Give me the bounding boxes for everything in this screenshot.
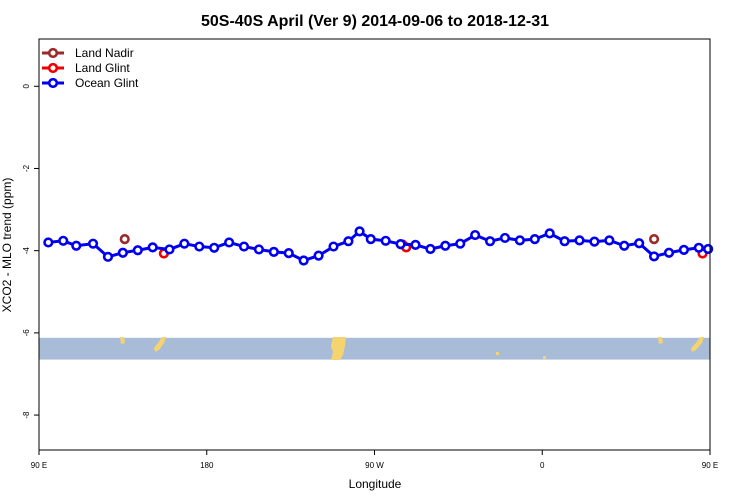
data-point: [343, 236, 354, 247]
data-point: [283, 248, 294, 259]
data-point: [634, 238, 645, 249]
data-point: [87, 238, 99, 249]
x-tick-label: 90 E: [702, 461, 718, 470]
x-tick-label: 0: [540, 461, 545, 470]
legend-label: Ocean Glint: [75, 76, 139, 90]
data-point: [574, 235, 585, 246]
legend-item: Land Nadir: [42, 46, 134, 60]
data-point: [410, 239, 421, 251]
data-point: [365, 234, 376, 245]
axis-ticks: 90 E 180 90 W 0 90 E 0 -2 -4 -6 -8: [22, 83, 718, 470]
legend-label: Land Glint: [75, 61, 130, 75]
data-point: [313, 250, 324, 261]
data-point: [268, 246, 279, 257]
land-shape: [331, 337, 346, 360]
data-point: [455, 238, 466, 249]
data-point: [514, 235, 525, 246]
data-point: [102, 251, 114, 262]
y-tick-label: -6: [22, 329, 31, 337]
data-point: [179, 238, 190, 249]
data-point: [194, 241, 205, 252]
data-point: [43, 237, 54, 248]
data-point: [380, 235, 391, 246]
x-tick-label: 180: [200, 461, 214, 470]
data-point: [693, 242, 704, 253]
map-band: [39, 337, 710, 360]
ocean-band: [39, 337, 710, 360]
data-point: [678, 244, 690, 255]
y-tick-label: -2: [22, 164, 31, 172]
data-point: [164, 244, 175, 255]
data-point: [298, 255, 309, 266]
data-point: [117, 247, 128, 258]
data-point: [703, 243, 714, 255]
legend-swatch-marker: [47, 47, 59, 59]
y-axis-label: XCO2 - MLO trend (ppm): [0, 178, 14, 313]
series-line: [48, 229, 709, 263]
land-shape: [496, 352, 499, 355]
data-point: [425, 243, 436, 255]
data-point: [499, 232, 511, 244]
data-point: [58, 235, 69, 246]
land-shape: [691, 337, 704, 352]
series-ocean-glint: [43, 226, 714, 266]
data-point: [559, 236, 570, 247]
data-point: [544, 228, 555, 239]
data-point: [648, 251, 660, 262]
legend-item: Ocean Glint: [42, 76, 139, 90]
x-tick-label: 90 W: [365, 461, 384, 470]
series-layer: [43, 226, 714, 266]
data-point: [484, 236, 496, 247]
y-tick-label: -8: [22, 411, 31, 419]
data-point: [354, 226, 365, 237]
legend-swatch-marker: [47, 62, 59, 74]
data-point: [619, 240, 630, 251]
land-shape: [543, 356, 546, 359]
data-point: [119, 234, 130, 245]
data-point: [648, 234, 660, 245]
data-point: [132, 245, 143, 256]
y-tick-label: 0: [22, 83, 31, 88]
legend-item: Land Glint: [42, 61, 130, 75]
data-point: [147, 242, 158, 253]
data-point: [470, 229, 481, 241]
data-point: [663, 247, 675, 258]
data-point: [589, 236, 600, 247]
data-point: [238, 241, 250, 252]
chart-title: 50S-40S April (Ver 9) 2014-09-06 to 2018…: [201, 13, 549, 30]
data-point: [253, 244, 265, 255]
series-land-nadir: [119, 234, 660, 245]
land-shape: [120, 337, 125, 344]
data-point: [529, 234, 540, 245]
land-shape: [658, 337, 663, 344]
y-tick-label: -4: [22, 247, 31, 255]
data-point: [440, 240, 451, 251]
data-point: [209, 242, 220, 253]
land-shape: [154, 337, 166, 352]
data-point: [71, 240, 82, 251]
data-point: [328, 241, 339, 252]
x-tick-label: 90 E: [31, 461, 47, 470]
legend-label: Land Nadir: [75, 46, 134, 60]
data-point: [604, 235, 615, 246]
data-point: [395, 238, 406, 250]
x-axis-label: Longitude: [349, 477, 402, 491]
data-point: [224, 237, 235, 248]
legend-swatch-marker: [47, 77, 59, 89]
plot-frame: [38, 38, 711, 451]
